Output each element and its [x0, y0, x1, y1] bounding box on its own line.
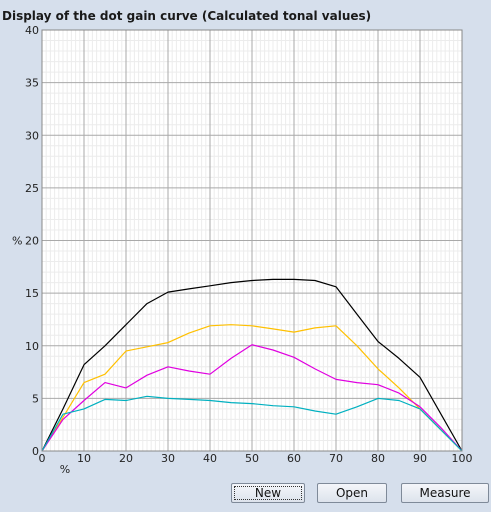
- y-tick-label: 25: [25, 182, 39, 195]
- measure-button[interactable]: Measure: [401, 483, 489, 503]
- x-tick-label: 90: [413, 452, 427, 465]
- x-tick-label: 100: [452, 452, 473, 465]
- x-tick-label: 60: [287, 452, 301, 465]
- x-tick-label: 10: [77, 452, 91, 465]
- y-tick-label: 20: [25, 235, 39, 248]
- plot-border: [41, 29, 463, 452]
- series-line-3: [41, 344, 463, 452]
- x-tick-label: 30: [161, 452, 175, 465]
- series-line-1: [41, 278, 463, 452]
- x-axis-label: %: [60, 463, 70, 476]
- y-tick-label: 30: [25, 129, 39, 142]
- new-button[interactable]: New: [231, 483, 305, 503]
- x-tick-label: 0: [39, 452, 46, 465]
- dot-gain-chart: 0 10 20 30 40 50 60 70 80 90 100 0 5 10 15 20 25 30 35 40%%: [12, 24, 473, 476]
- y-tick-label: 10: [25, 340, 39, 353]
- y-axis-label: %: [12, 235, 22, 248]
- y-tick-label: 0: [32, 445, 39, 458]
- y-tick-label: 40: [25, 24, 39, 37]
- y-tick-label: 35: [25, 77, 39, 90]
- panel-title: Display of the dot gain curve (Calculate…: [2, 9, 372, 23]
- x-tick-label: 40: [203, 452, 217, 465]
- series-line-2: [41, 324, 463, 452]
- x-tick-label: 70: [329, 452, 343, 465]
- series-line-4: [41, 395, 463, 452]
- x-tick-label: 50: [245, 452, 259, 465]
- x-tick-label: 20: [119, 452, 133, 465]
- open-button[interactable]: Open: [317, 483, 387, 503]
- y-tick-label: 5: [32, 392, 39, 405]
- y-tick-label: 15: [25, 287, 39, 300]
- x-tick-label: 80: [371, 452, 385, 465]
